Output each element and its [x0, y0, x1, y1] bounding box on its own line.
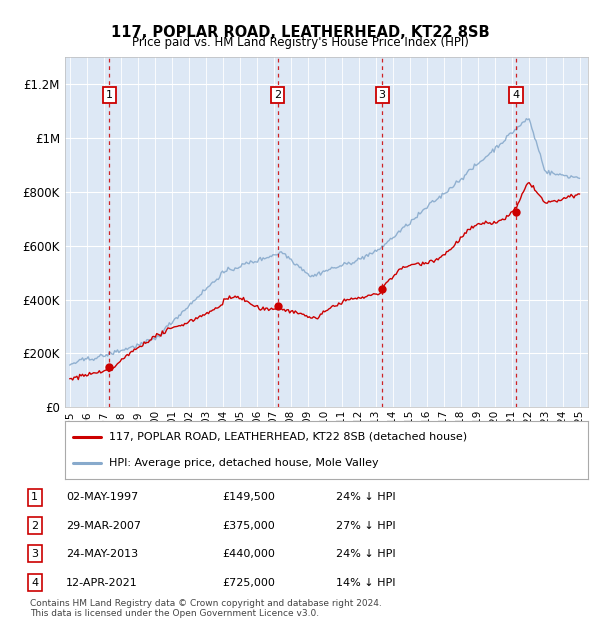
Text: 2: 2: [274, 90, 281, 100]
Text: 29-MAR-2007: 29-MAR-2007: [66, 521, 141, 531]
Text: 4: 4: [512, 90, 520, 100]
Text: £149,500: £149,500: [222, 492, 275, 502]
Text: 02-MAY-1997: 02-MAY-1997: [66, 492, 138, 502]
Text: Price paid vs. HM Land Registry's House Price Index (HPI): Price paid vs. HM Land Registry's House …: [131, 36, 469, 49]
Text: 24% ↓ HPI: 24% ↓ HPI: [336, 549, 395, 559]
Text: 12-APR-2021: 12-APR-2021: [66, 578, 138, 588]
Text: HPI: Average price, detached house, Mole Valley: HPI: Average price, detached house, Mole…: [109, 458, 379, 468]
Text: 1: 1: [106, 90, 113, 100]
Text: 3: 3: [31, 549, 38, 559]
Text: 27% ↓ HPI: 27% ↓ HPI: [336, 521, 395, 531]
Text: Contains HM Land Registry data © Crown copyright and database right 2024.
This d: Contains HM Land Registry data © Crown c…: [30, 599, 382, 618]
Text: 117, POPLAR ROAD, LEATHERHEAD, KT22 8SB: 117, POPLAR ROAD, LEATHERHEAD, KT22 8SB: [110, 25, 490, 40]
Text: 24% ↓ HPI: 24% ↓ HPI: [336, 492, 395, 502]
Text: 4: 4: [31, 578, 38, 588]
Text: £440,000: £440,000: [222, 549, 275, 559]
Text: 2: 2: [31, 521, 38, 531]
Text: 1: 1: [31, 492, 38, 502]
Text: 14% ↓ HPI: 14% ↓ HPI: [336, 578, 395, 588]
Text: 24-MAY-2013: 24-MAY-2013: [66, 549, 138, 559]
Text: £375,000: £375,000: [222, 521, 275, 531]
Text: 117, POPLAR ROAD, LEATHERHEAD, KT22 8SB (detached house): 117, POPLAR ROAD, LEATHERHEAD, KT22 8SB …: [109, 432, 467, 441]
Text: £725,000: £725,000: [222, 578, 275, 588]
Text: 3: 3: [379, 90, 386, 100]
